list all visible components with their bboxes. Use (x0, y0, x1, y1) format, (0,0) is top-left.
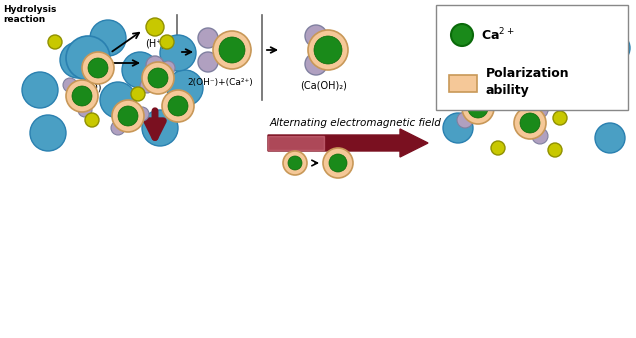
Circle shape (585, 68, 615, 98)
Circle shape (90, 20, 126, 56)
FancyArrow shape (268, 136, 324, 150)
Text: +: + (240, 43, 252, 57)
Circle shape (60, 42, 96, 78)
Circle shape (142, 62, 174, 94)
Circle shape (63, 78, 77, 92)
Circle shape (283, 151, 307, 175)
Circle shape (523, 21, 537, 35)
Text: (Ca(OH)₂): (Ca(OH)₂) (301, 80, 347, 90)
Circle shape (455, 53, 485, 83)
Circle shape (562, 73, 582, 93)
Text: Polarization
ability: Polarization ability (486, 67, 570, 97)
Circle shape (82, 52, 114, 84)
Circle shape (219, 37, 245, 63)
Circle shape (548, 143, 562, 157)
Text: Hydrolysis
reaction: Hydrolysis reaction (3, 5, 57, 24)
Circle shape (462, 92, 494, 124)
Circle shape (562, 20, 578, 36)
Circle shape (198, 28, 218, 48)
Circle shape (556, 67, 588, 99)
Circle shape (100, 82, 136, 118)
Circle shape (457, 112, 473, 128)
Circle shape (146, 56, 164, 74)
Circle shape (161, 61, 175, 75)
Circle shape (482, 18, 498, 34)
Circle shape (468, 21, 482, 35)
Circle shape (600, 33, 630, 63)
Circle shape (314, 36, 342, 64)
Circle shape (148, 68, 168, 88)
Circle shape (583, 51, 597, 65)
Circle shape (162, 90, 194, 122)
Bar (436, 5, 628, 110)
Text: (OH⁻): (OH⁻) (141, 77, 169, 87)
Circle shape (490, 28, 510, 48)
Circle shape (457, 88, 473, 104)
Circle shape (168, 96, 188, 116)
Circle shape (308, 30, 348, 70)
Circle shape (288, 156, 302, 170)
Circle shape (562, 40, 578, 56)
Circle shape (88, 58, 108, 78)
Circle shape (160, 35, 174, 49)
Circle shape (118, 106, 138, 126)
Circle shape (489, 52, 505, 68)
FancyBboxPatch shape (449, 75, 477, 92)
Circle shape (305, 25, 327, 47)
Circle shape (553, 111, 567, 125)
Circle shape (514, 107, 546, 139)
Circle shape (122, 52, 158, 88)
Circle shape (167, 70, 203, 106)
Circle shape (160, 35, 196, 71)
Circle shape (532, 102, 548, 118)
Circle shape (576, 63, 592, 79)
Circle shape (323, 148, 353, 178)
Text: Ca$^{2+}$: Ca$^{2+}$ (481, 27, 515, 43)
Text: (H₂O): (H₂O) (75, 83, 101, 93)
Circle shape (198, 52, 218, 72)
Circle shape (48, 35, 62, 49)
Circle shape (532, 128, 548, 144)
Circle shape (85, 113, 99, 127)
Text: (H⁺): (H⁺) (145, 39, 165, 49)
Circle shape (542, 22, 574, 54)
Circle shape (66, 36, 110, 80)
Circle shape (468, 98, 488, 118)
Circle shape (595, 123, 625, 153)
Circle shape (494, 54, 526, 86)
Text: Alternating electromagnetic field: Alternating electromagnetic field (269, 118, 441, 128)
Circle shape (451, 24, 473, 46)
Circle shape (443, 113, 473, 143)
Circle shape (142, 110, 178, 146)
Circle shape (135, 107, 149, 121)
Circle shape (72, 86, 92, 106)
Circle shape (502, 18, 518, 34)
Circle shape (146, 18, 164, 36)
Circle shape (329, 154, 347, 172)
Circle shape (548, 28, 568, 48)
Circle shape (131, 87, 145, 101)
Circle shape (140, 79, 154, 93)
Circle shape (305, 53, 327, 75)
Text: 2(OH⁻)+(Ca²⁺): 2(OH⁻)+(Ca²⁺) (187, 78, 253, 87)
Circle shape (489, 72, 505, 88)
Circle shape (484, 22, 516, 54)
Circle shape (66, 80, 98, 112)
Circle shape (213, 31, 251, 69)
Circle shape (30, 115, 66, 151)
Circle shape (520, 113, 540, 133)
Circle shape (500, 60, 520, 80)
Circle shape (491, 141, 505, 155)
Circle shape (111, 121, 125, 135)
Circle shape (453, 91, 467, 105)
Circle shape (78, 103, 92, 117)
Circle shape (576, 87, 592, 103)
FancyArrow shape (268, 129, 428, 157)
Circle shape (22, 72, 58, 108)
Circle shape (525, 83, 555, 113)
Circle shape (112, 100, 144, 132)
